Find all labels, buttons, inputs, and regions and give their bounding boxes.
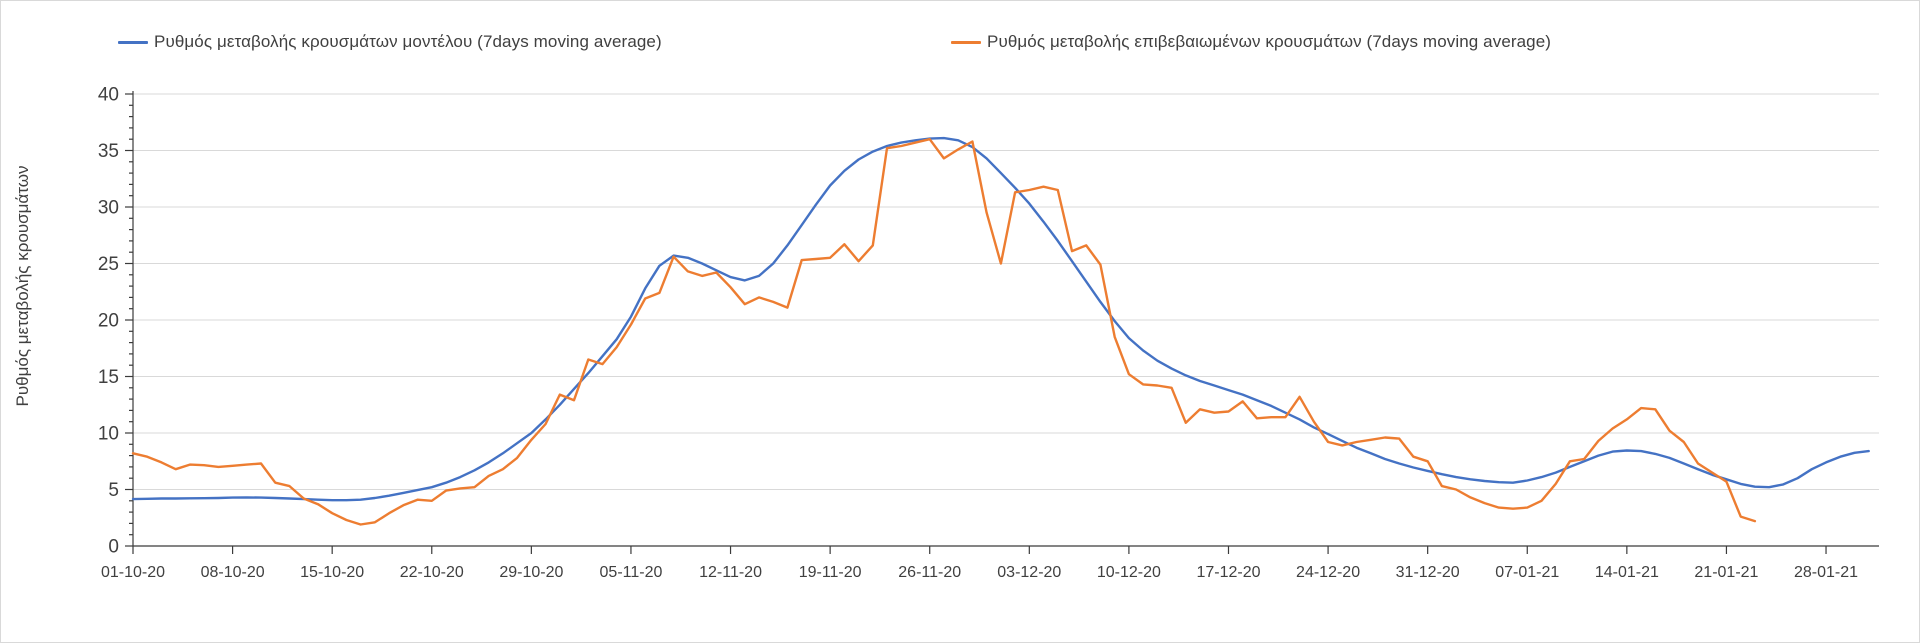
x-tick-label-19-11-20: 19-11-20 [799, 564, 862, 581]
confirmed-series-line [131, 137, 1757, 526]
model-series-swatch [118, 40, 148, 44]
x-tick-label-21-01-21: 21-01-21 [1694, 564, 1758, 581]
legend-item-confirmed: Ρυθμός μεταβολής επιβεβαιωμένων κρουσμάτ… [951, 31, 1551, 53]
y-tick-label-0: 0 [108, 537, 119, 558]
x-tick-label-12-11-20: 12-11-20 [699, 564, 762, 581]
x-tick-label-26-11-20: 26-11-20 [898, 564, 961, 581]
y-tick-label-20: 20 [98, 311, 119, 332]
model-series-label: Ρυθμός μεταβολής κρουσμάτων μοντέλου (7d… [154, 32, 662, 51]
x-tick-label-10-12-20: 10-12-20 [1097, 564, 1161, 581]
x-tick-label-29-10-20: 29-10-20 [499, 564, 563, 581]
x-tick-label-14-01-21: 14-01-21 [1595, 564, 1659, 581]
x-tick-label-31-12-20: 31-12-20 [1396, 564, 1460, 581]
y-tick-label-10: 10 [98, 424, 119, 445]
x-tick-label-24-12-20: 24-12-20 [1296, 564, 1360, 581]
x-tick-label-03-12-20: 03-12-20 [997, 564, 1061, 581]
x-tick-label-08-10-20: 08-10-20 [201, 564, 265, 581]
x-tick-label-01-10-20: 01-10-20 [101, 564, 165, 581]
x-tick-label-22-10-20: 22-10-20 [400, 564, 464, 581]
y-tick-label-40: 40 [98, 85, 119, 106]
y-tick-label-5: 5 [108, 480, 119, 501]
y-tick-label-35: 35 [98, 141, 119, 162]
x-tick-label-28-01-21: 28-01-21 [1794, 564, 1858, 581]
y-tick-label-15: 15 [98, 367, 119, 388]
confirmed-series-swatch [951, 40, 981, 44]
x-tick-label-07-01-21: 07-01-21 [1495, 564, 1559, 581]
legend-item-model: Ρυθμός μεταβολής κρουσμάτων μοντέλου (7d… [118, 31, 662, 53]
y-tick-label-30: 30 [98, 198, 119, 219]
y-axis-title-text: Ρυθμός μεταβολής κρουσμάτων [13, 165, 32, 407]
y-tick-label-25: 25 [98, 254, 119, 275]
x-tick-label-17-12-20: 17-12-20 [1196, 564, 1260, 581]
confirmed-series-label: Ρυθμός μεταβολής επιβεβαιωμένων κρουσμάτ… [987, 32, 1552, 51]
x-tick-label-15-10-20: 15-10-20 [300, 564, 364, 581]
model-series-line [131, 136, 1870, 502]
x-tick-label-05-11-20: 05-11-20 [600, 564, 663, 581]
